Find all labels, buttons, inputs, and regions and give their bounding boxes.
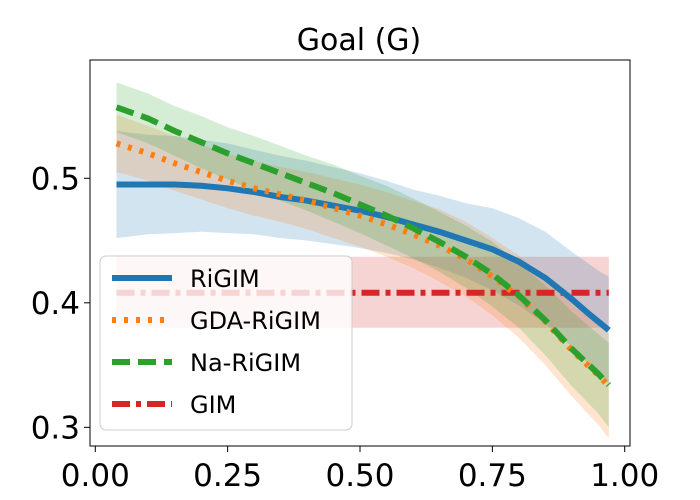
x-tick-label: 0.25 xyxy=(193,458,262,494)
band-gda-rigim xyxy=(116,114,609,439)
band-na-rigim xyxy=(116,82,609,428)
legend-label-na-rigim: Na-RiGIM xyxy=(190,349,301,377)
line-na-rigim xyxy=(115,104,611,388)
x-tick-label: 1.00 xyxy=(590,458,659,494)
line-gda-rigim xyxy=(115,140,611,389)
band-rigim xyxy=(116,131,609,384)
x-tick-label: 0.75 xyxy=(458,458,527,494)
y-tick-label: 0.4 xyxy=(31,286,80,322)
chart-title: Goal (G) xyxy=(297,23,422,58)
x-tick-label: 0.00 xyxy=(61,458,130,494)
y-tick-label: 0.3 xyxy=(31,410,80,446)
x-axis: 0.00 0.25 0.50 0.75 1.00 xyxy=(61,446,659,494)
legend-label-gda-rigim: GDA-RiGIM xyxy=(190,307,321,335)
legend: RiGIM GDA-RiGIM Na-RiGIM GIM xyxy=(99,255,353,431)
legend-box xyxy=(99,255,353,431)
x-tick-label: 0.50 xyxy=(325,458,394,494)
series-lines xyxy=(115,104,611,389)
y-axis: 0.3 0.4 0.5 xyxy=(31,161,90,446)
legend-label-rigim: RiGIM xyxy=(190,265,260,293)
y-tick-label: 0.5 xyxy=(31,161,80,197)
legend-label-gim: GIM xyxy=(190,391,236,419)
